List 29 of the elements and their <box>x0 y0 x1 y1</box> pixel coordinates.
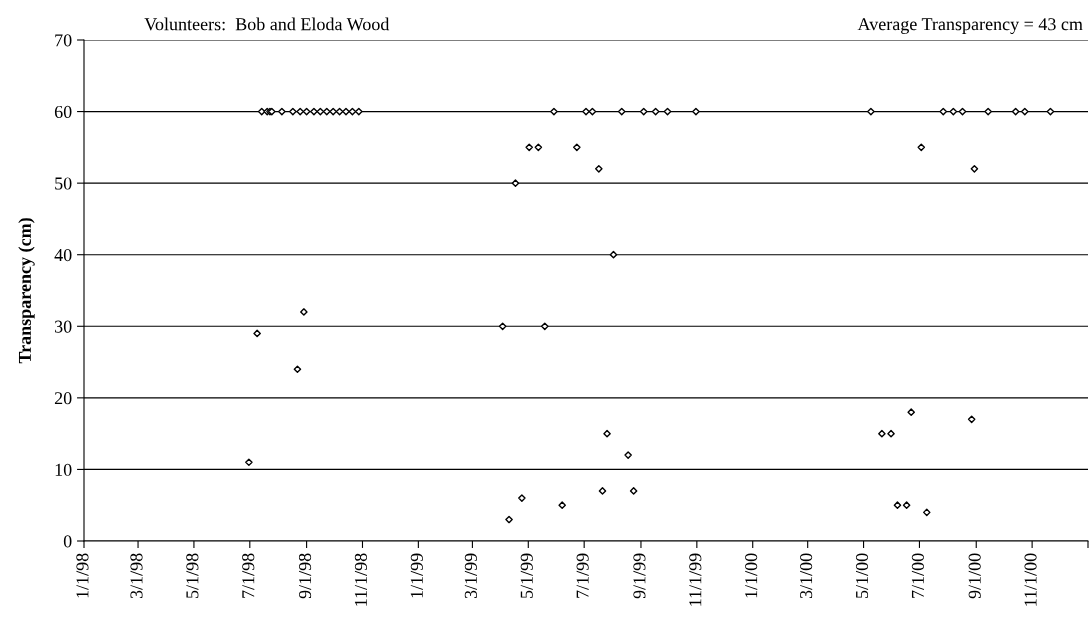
y-tick-label: 0 <box>63 535 72 548</box>
x-tick-label: 3/1/00 <box>800 553 813 599</box>
x-tick-label: 1/1/98 <box>76 553 89 598</box>
x-tick-label: 5/1/99 <box>520 553 533 598</box>
x-tick-label: 3/1/99 <box>464 553 477 599</box>
x-tick-label: 1/1/99 <box>410 553 423 598</box>
x-tick-label: 9/1/00 <box>968 553 981 599</box>
y-tick-label: 30 <box>55 320 72 333</box>
y-tick-label: 70 <box>55 34 72 47</box>
y-tick-label: 50 <box>55 177 72 190</box>
y-axis-title: Transparency (cm) <box>18 218 35 364</box>
x-tick-label: 11/1/99 <box>689 553 702 606</box>
y-tick-label: 60 <box>54 105 72 119</box>
x-tick-label: 11/1/98 <box>354 553 367 606</box>
x-tick-label: 9/1/99 <box>633 553 646 599</box>
x-tick-label: 7/1/99 <box>576 553 589 598</box>
x-tick-label: 5/1/00 <box>855 553 869 598</box>
x-tick-label: 3/1/98 <box>130 553 143 599</box>
x-tick-label: 7/1/98 <box>242 553 255 598</box>
x-tick-label: 1/1/00 <box>745 553 758 598</box>
y-tick-label: 40 <box>54 248 72 262</box>
text: Average Transparency = 43 cm <box>857 18 1083 34</box>
y-tick-label: 20 <box>54 392 72 405</box>
x-tick-label: 5/1/98 <box>186 553 199 598</box>
x-tick-label: 9/1/98 <box>298 553 312 599</box>
x-tick-label: 11/1/00 <box>1024 553 1037 606</box>
x-tick-label: 7/1/00 <box>911 553 924 598</box>
y-tick-label: 10 <box>55 463 72 476</box>
text: Volunteers: Bob and Eloda Wood <box>144 17 390 31</box>
